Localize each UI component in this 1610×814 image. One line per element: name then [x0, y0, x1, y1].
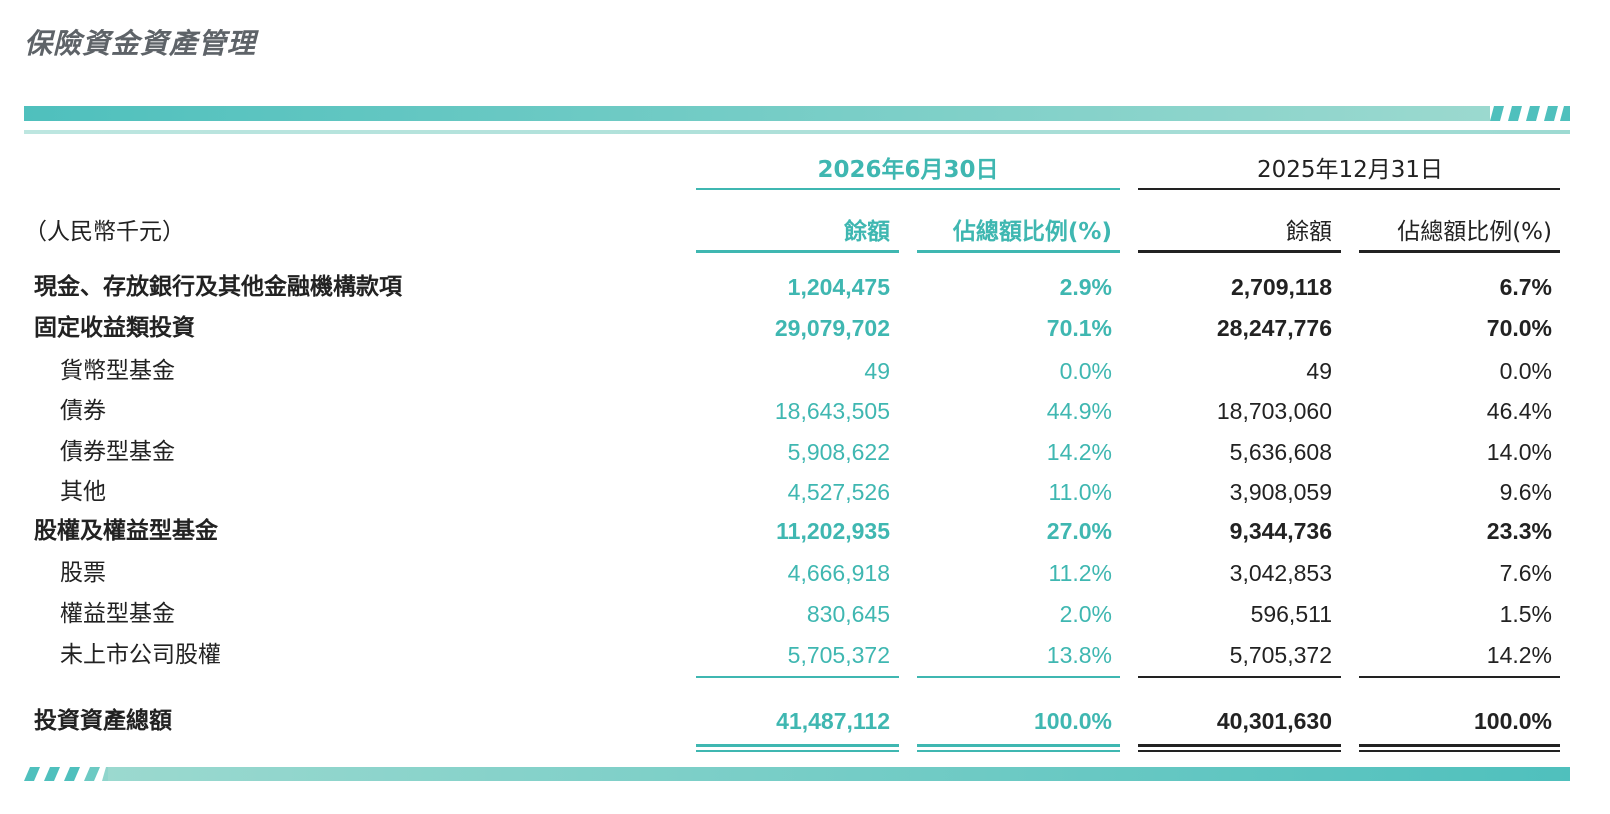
- row-label: 權益型基金: [60, 601, 175, 627]
- cell-prior-balance: 18,703,060: [1216, 398, 1332, 424]
- total-current-pct: 100.0%: [1033, 708, 1112, 734]
- cell-current-balance: 18,643,505: [774, 398, 890, 424]
- cell-prior-pct: 14.2%: [1486, 642, 1552, 668]
- cell-current-balance: 830,645: [806, 601, 890, 627]
- cell-current-pct: 70.1%: [1046, 315, 1112, 341]
- page-title: 保險資金資產管理: [24, 27, 257, 60]
- row-label: 股票: [60, 560, 106, 586]
- cell-current-pct: 11.2%: [1048, 560, 1112, 586]
- header-underline-3: [1138, 250, 1341, 253]
- cell-prior-pct: 6.7%: [1499, 274, 1552, 300]
- cell-current-pct: 11.0%: [1048, 479, 1112, 505]
- cell-prior-balance: 2,709,118: [1230, 274, 1332, 300]
- cell-prior-balance: 28,247,776: [1216, 315, 1332, 341]
- row-label: 其他: [60, 479, 106, 505]
- total-current-balance: 41,487,112: [776, 708, 890, 734]
- cell-current-pct: 27.0%: [1046, 518, 1112, 544]
- total-double-rule-3a: [1138, 744, 1341, 747]
- top-stripe-decoration: [1490, 106, 1570, 121]
- header-underline-4: [1359, 250, 1560, 253]
- top-decorative-bar: [24, 106, 1490, 121]
- cell-prior-pct: 7.6%: [1499, 560, 1552, 586]
- row-label: 貨幣型基金: [60, 358, 175, 384]
- cell-current-pct: 0.0%: [1059, 358, 1112, 384]
- unit-label: （人民幣千元）: [24, 219, 185, 245]
- row-label: 固定收益類投資: [34, 315, 195, 341]
- cell-prior-pct: 1.5%: [1499, 601, 1552, 627]
- total-double-rule-2a: [917, 744, 1120, 747]
- total-double-rule-2b: [917, 750, 1120, 752]
- row-label: 債券: [60, 398, 106, 424]
- cell-current-balance: 29,079,702: [774, 315, 890, 341]
- col-current-balance: 餘額: [844, 219, 890, 245]
- row-label: 未上市公司股權: [60, 642, 221, 668]
- subtotal-rule-3: [1138, 676, 1341, 678]
- cell-current-balance: 11,202,935: [776, 518, 890, 544]
- cell-prior-balance: 596,511: [1250, 601, 1332, 627]
- header-underline-2: [917, 250, 1120, 253]
- cell-current-balance: 5,908,622: [787, 439, 890, 465]
- cell-current-balance: 4,527,526: [787, 479, 890, 505]
- total-double-rule-4b: [1359, 750, 1560, 752]
- row-label: 現金、存放銀行及其他金融機構款項: [34, 274, 402, 300]
- col-prior-pct: 佔總額比例(%): [1397, 219, 1552, 245]
- cell-prior-pct: 14.0%: [1486, 439, 1552, 465]
- col-current-pct: 佔總額比例(%): [952, 219, 1112, 245]
- total-prior-pct: 100.0%: [1473, 708, 1552, 734]
- cell-prior-balance: 49: [1306, 358, 1332, 384]
- cell-prior-pct: 0.0%: [1499, 358, 1552, 384]
- total-double-rule-4a: [1359, 744, 1560, 747]
- subtotal-rule-2: [917, 676, 1120, 678]
- cell-current-balance: 49: [864, 358, 890, 384]
- cell-current-balance: 4,666,918: [787, 560, 890, 586]
- total-double-rule-1b: [696, 750, 899, 752]
- total-label: 投資資產總額: [34, 708, 172, 734]
- cell-prior-pct: 23.3%: [1486, 518, 1552, 544]
- total-double-rule-1a: [696, 744, 899, 747]
- cell-current-balance: 5,705,372: [787, 642, 890, 668]
- cell-prior-balance: 5,705,372: [1229, 642, 1332, 668]
- total-prior-balance: 40,301,630: [1216, 708, 1332, 734]
- subtotal-rule-1: [696, 676, 899, 678]
- cell-prior-pct: 46.4%: [1486, 398, 1552, 424]
- cell-prior-balance: 5,636,608: [1229, 439, 1332, 465]
- cell-prior-pct: 9.6%: [1499, 479, 1552, 505]
- bottom-decorative-bar: [108, 767, 1570, 781]
- bottom-stripe-decoration: [24, 767, 108, 781]
- cell-current-balance: 1,204,475: [787, 274, 890, 300]
- row-label: 債券型基金: [60, 439, 175, 465]
- col-prior-balance: 餘額: [1286, 219, 1332, 245]
- cell-current-pct: 13.8%: [1046, 642, 1112, 668]
- cell-current-pct: 44.9%: [1046, 398, 1112, 424]
- period-current-underline: [696, 188, 1120, 190]
- period-current-header: 2026年6月30日: [817, 157, 999, 183]
- top-thin-rule: [24, 130, 1570, 134]
- cell-current-pct: 2.0%: [1059, 601, 1112, 627]
- period-prior-header: 2025年12月31日: [1256, 157, 1444, 183]
- header-underline-1: [696, 250, 899, 253]
- row-label: 股權及權益型基金: [34, 518, 218, 544]
- total-double-rule-3b: [1138, 750, 1341, 752]
- cell-prior-balance: 3,042,853: [1229, 560, 1332, 586]
- cell-prior-balance: 9,344,736: [1229, 518, 1332, 544]
- subtotal-rule-4: [1359, 676, 1560, 678]
- cell-prior-balance: 3,908,059: [1229, 479, 1332, 505]
- cell-current-pct: 2.9%: [1059, 274, 1112, 300]
- cell-current-pct: 14.2%: [1046, 439, 1112, 465]
- period-prior-underline: [1138, 188, 1560, 190]
- cell-prior-pct: 70.0%: [1486, 315, 1552, 341]
